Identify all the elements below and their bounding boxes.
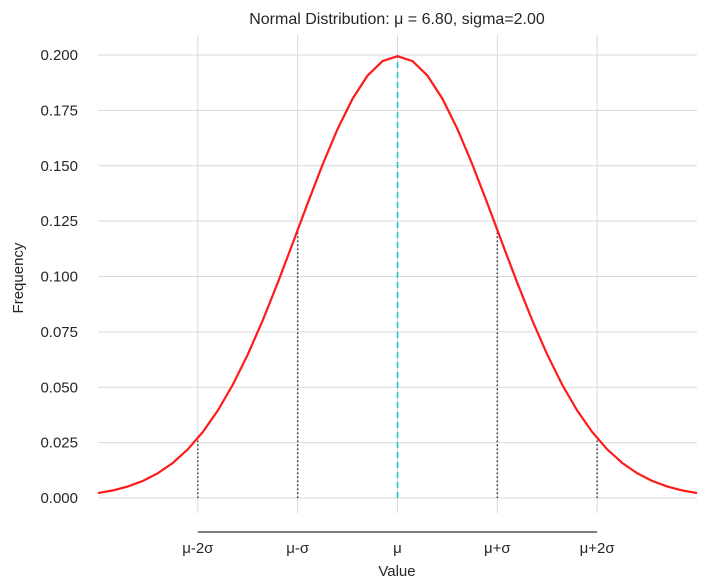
x-tick-label: μ+2σ — [580, 540, 616, 557]
chart-title: Normal Distribution: μ = 6.80, sigma=2.0… — [249, 11, 545, 28]
y-tick-label: 0.050 — [40, 379, 78, 396]
x-tick-label: μ-2σ — [182, 540, 214, 557]
x-tick-label: μ — [393, 540, 402, 557]
x-axis-label: Value — [378, 563, 415, 580]
y-tick-labels: 0.000 0.025 0.050 0.075 0.100 0.125 0.150 0.175… — [40, 47, 78, 507]
y-tick-label: 0.175 — [40, 102, 78, 119]
y-tick-label: 0.125 — [40, 213, 78, 230]
x-tick-labels: μ-2σ μ-σ μ μ+σ μ+2σ — [182, 540, 615, 557]
sigma-reference-lines — [197, 56, 598, 498]
y-tick-label: 0.025 — [40, 435, 78, 452]
x-tick-label: μ-σ — [286, 540, 310, 557]
y-tick-label: 0.200 — [40, 47, 78, 64]
y-tick-label: 0.150 — [40, 158, 78, 175]
y-tick-label: 0.075 — [40, 324, 78, 341]
distribution-curve — [97, 55, 698, 495]
y-tick-label: 0.000 — [40, 490, 78, 507]
y-tick-label: 0.100 — [40, 269, 78, 286]
x-tick-label: μ+σ — [484, 540, 511, 557]
y-axis-label: Frequency — [10, 242, 27, 313]
